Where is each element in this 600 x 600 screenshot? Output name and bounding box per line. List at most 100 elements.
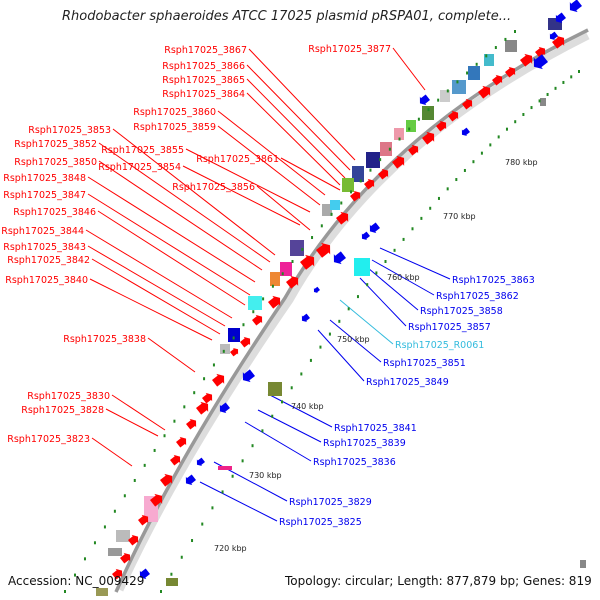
track-dot	[497, 135, 500, 139]
kbp-tick-label: 760 kbp	[387, 273, 420, 282]
leader-line	[267, 393, 333, 428]
leader-line	[87, 176, 256, 283]
track-dot	[375, 271, 378, 275]
leader-line	[257, 409, 322, 443]
gene-label-forward: Rsph17025_3860	[133, 107, 216, 118]
gene-arrow	[533, 54, 548, 70]
gene-arrow	[333, 251, 346, 265]
track-dot	[173, 419, 176, 423]
track-dot	[411, 227, 414, 231]
track-dot	[504, 37, 507, 41]
leader-line	[248, 48, 356, 161]
track-dot	[417, 117, 420, 121]
feature-block	[452, 80, 466, 94]
kbp-tick-label: 780 kbp	[505, 158, 538, 167]
leader-line	[256, 185, 311, 231]
track-dot	[554, 86, 557, 90]
track-dot	[463, 168, 466, 172]
track-dot	[446, 187, 449, 191]
track-dot	[514, 120, 517, 124]
gene-arrow	[230, 347, 239, 357]
gene-label-forward: Rsph17025_3842	[7, 255, 90, 266]
kbp-tick-label: 750 kbp	[337, 335, 370, 344]
track-dot	[570, 75, 573, 79]
track-dot	[311, 236, 314, 240]
gene-arrow	[196, 457, 205, 467]
feature-block	[270, 272, 280, 286]
leader-line	[246, 64, 351, 171]
gene-label-forward: Rsph17025_3859	[133, 122, 216, 133]
feature-block	[354, 258, 370, 276]
track-dot	[280, 400, 283, 404]
gene-label-forward: Rsph17025_3828	[21, 405, 104, 416]
leader-line	[147, 337, 196, 373]
leader-line	[217, 125, 321, 206]
gene-arrow	[252, 314, 263, 326]
leader-line	[392, 47, 426, 91]
track-dot	[170, 572, 173, 576]
track-dot	[180, 555, 183, 559]
track-dot	[384, 260, 387, 263]
leader-line	[379, 247, 451, 280]
gene-arrow	[436, 120, 447, 132]
track-dot	[242, 323, 245, 327]
track-dot	[408, 127, 411, 131]
track-dot	[338, 319, 341, 323]
track-dot	[64, 590, 66, 593]
track-dot	[480, 151, 483, 155]
gene-label-reverse: Rsph17025_3851	[383, 358, 466, 369]
gene-label-reverse: Rsph17025_3863	[452, 275, 535, 286]
feature-block	[484, 54, 494, 66]
gene-label-forward: Rsph17025_3846	[13, 207, 96, 218]
track-dot	[232, 336, 235, 340]
label-leader-lines	[85, 47, 451, 522]
track-dot	[578, 70, 580, 73]
track-dot	[221, 490, 224, 494]
gene-label-forward: Rsph17025_3838	[63, 334, 146, 345]
feature-block	[440, 90, 450, 102]
track-dot	[291, 260, 294, 263]
kbp-tick-label: 720 kbp	[214, 544, 247, 553]
gene-label-forward: Rsph17025_3850	[14, 157, 97, 168]
gene-arrow	[128, 534, 139, 546]
track-dot	[143, 463, 146, 467]
feature-block	[322, 204, 332, 216]
track-dot	[160, 590, 162, 593]
gene-arrow	[552, 35, 565, 49]
track-dot	[505, 127, 508, 131]
kbp-tick-label: 730 kbp	[249, 471, 282, 480]
feature-block	[228, 328, 240, 342]
track-dot	[437, 98, 440, 102]
gene-label-forward: Rsph17025_3848	[3, 173, 86, 184]
gene-arrow	[520, 53, 533, 67]
gene-label-forward: Rsph17025_3855	[101, 145, 184, 156]
leader-line	[217, 110, 326, 196]
leader-line	[371, 259, 435, 296]
gene-arrow	[392, 155, 405, 169]
feature-block	[505, 40, 517, 52]
leader-line	[112, 128, 276, 256]
gene-label-forward: Rsph17025_3847	[3, 190, 86, 201]
gene-arrow	[202, 392, 213, 404]
track-dot	[309, 358, 312, 362]
feature-block	[220, 344, 230, 354]
track-dot	[153, 448, 156, 452]
feature-block	[540, 98, 546, 106]
leader-line	[98, 142, 271, 263]
gene-arrow	[240, 336, 251, 348]
track-dot	[437, 196, 440, 200]
leader-line	[91, 437, 133, 467]
track-dot	[193, 391, 196, 395]
map-title: Rhodobacter sphaeroides ATCC 17025 plasm…	[62, 9, 512, 24]
topology-info: Topology: circular; Length: 877,879 bp; …	[285, 574, 592, 588]
feature-block	[468, 66, 480, 80]
feature-block	[394, 128, 404, 140]
gene-arrow	[242, 369, 255, 383]
gene-label-reverse: Rsph17025_3862	[436, 291, 519, 302]
track-dot	[562, 80, 565, 84]
leader-line	[317, 329, 365, 382]
gene-label-forward: Rsph17025_3877	[308, 44, 391, 55]
leader-line	[244, 421, 312, 462]
leader-line	[91, 258, 221, 335]
track-dot	[538, 99, 541, 103]
